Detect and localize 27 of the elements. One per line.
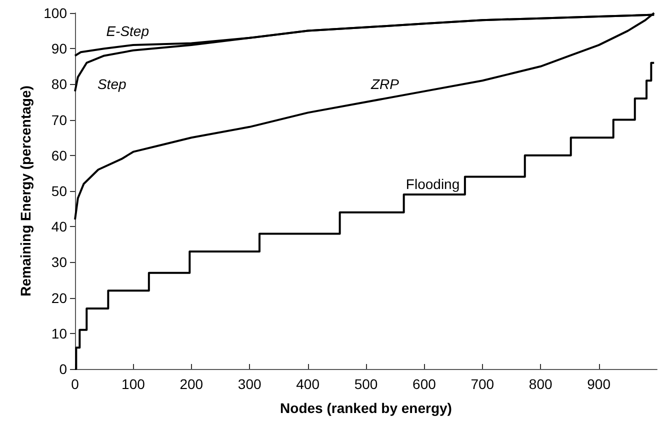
x-tick-label: 100 — [122, 376, 146, 392]
x-tick-label: 900 — [587, 376, 611, 392]
x-tick-label: 200 — [180, 376, 204, 392]
x-tick-label: 0 — [71, 376, 80, 392]
x-tick-label: 800 — [528, 376, 552, 392]
y-tick-label: 60 — [51, 147, 68, 164]
series-label: E-Step — [106, 22, 150, 39]
x-axis-title: Nodes (ranked by energy) — [280, 400, 452, 416]
y-tick-label: 30 — [51, 254, 68, 270]
y-tick-label: 70 — [51, 112, 68, 128]
series-label: ZRP — [370, 76, 400, 92]
y-axis-title: Remaining Energy (percentage) — [18, 86, 34, 296]
y-tick-label: 0 — [59, 361, 68, 377]
y-tick-label: 10 — [51, 325, 68, 342]
x-tick-label: 700 — [470, 376, 494, 392]
x-tick-label: 300 — [238, 376, 262, 392]
series-label: Flooding — [406, 176, 460, 192]
y-tick-label: 50 — [51, 183, 68, 199]
y-tick-label: 80 — [51, 76, 68, 92]
series-label: Step — [97, 76, 126, 92]
y-tick-label: 90 — [51, 40, 68, 57]
x-tick-label: 500 — [354, 376, 378, 392]
x-tick-label: 600 — [412, 376, 436, 392]
y-tick-label: 40 — [51, 218, 68, 235]
y-tick-label: 100 — [44, 5, 68, 21]
x-tick-label: 400 — [296, 376, 320, 392]
y-tick-label: 20 — [51, 290, 68, 306]
